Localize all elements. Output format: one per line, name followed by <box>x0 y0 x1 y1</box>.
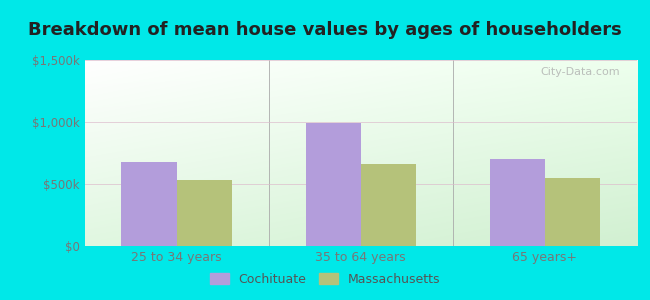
Bar <box>545 178 600 246</box>
Bar <box>361 164 416 246</box>
Legend: Cochituate, Massachusetts: Cochituate, Massachusetts <box>205 268 445 291</box>
Text: City-Data.com: City-Data.com <box>541 68 620 77</box>
Bar <box>306 123 361 246</box>
Text: Breakdown of mean house values by ages of householders: Breakdown of mean house values by ages o… <box>28 21 622 39</box>
Bar <box>177 180 232 246</box>
Bar <box>122 162 177 246</box>
Bar <box>489 159 545 246</box>
